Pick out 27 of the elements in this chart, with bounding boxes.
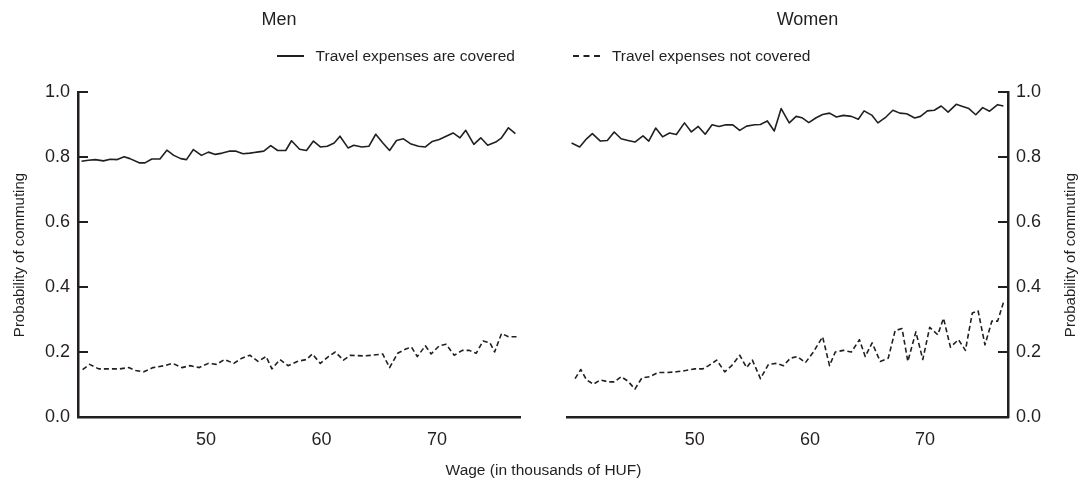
y2-tick-label: 0.4 [1016,275,1042,296]
line-series [574,301,1005,390]
x-tick-label: 70 [915,428,936,449]
legend-label: Travel expenses are covered [315,46,515,66]
x-tick-label: 60 [311,428,332,449]
chart-title: Women [776,9,839,29]
x-tick-label: 60 [799,428,820,449]
x-tick-label: 70 [426,428,447,449]
y-axis-title: Probability of commuting [9,172,26,337]
line-series [81,332,518,373]
chart-title: Men [261,9,297,29]
x-tick-label: 50 [196,428,217,449]
y-tick-label: 1.0 [44,80,70,101]
y-tick-label: 0.4 [44,275,70,296]
x-axis-title: Wage (in thousands of HUF) [445,461,642,478]
y2-tick-label: 0.6 [1016,210,1042,231]
y2-tick-label: 1.0 [1016,80,1042,101]
y2-tick-label: 0.0 [1016,405,1042,426]
legend-label: Travel expenses not covered [611,46,811,66]
y2-tick-label: 0.8 [1016,145,1042,166]
y2-axis-title: Probability of commuting [1060,172,1077,337]
y-tick-label: 0.2 [44,340,70,361]
y-tick-label: 0.0 [44,405,70,426]
y-tick-label: 0.8 [44,145,70,166]
x-tick-label: 50 [684,428,705,449]
y2-tick-label: 0.2 [1016,340,1042,361]
y-tick-label: 0.6 [44,210,70,231]
